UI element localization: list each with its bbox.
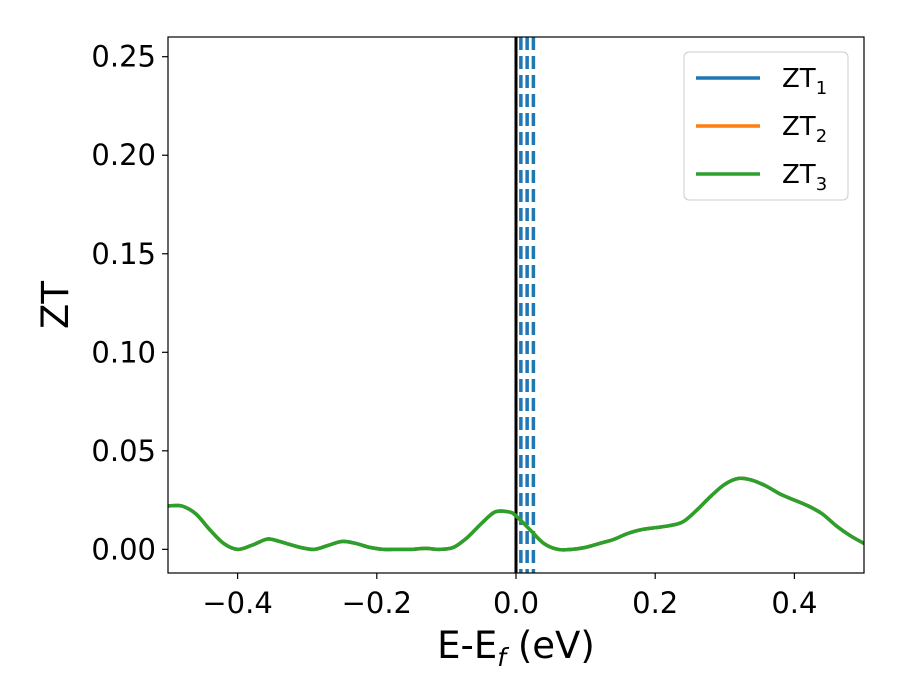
legend-box bbox=[683, 51, 849, 201]
x-tick-label: 0.0 bbox=[493, 586, 539, 620]
legend: ZT1 ZT2 ZT3 bbox=[683, 51, 849, 201]
series-lines bbox=[168, 476, 864, 552]
y-tick-label: 0.25 bbox=[91, 40, 156, 74]
y-tick-label: 0.15 bbox=[91, 237, 156, 271]
y-tick-label: 0.05 bbox=[91, 434, 156, 468]
x-tick-label: −0.4 bbox=[202, 586, 272, 620]
vertical-lines bbox=[514, 37, 536, 573]
y-axis-ticks: 0.00 0.05 0.10 0.15 0.20 0.25 bbox=[91, 40, 168, 566]
y-axis-label: ZT bbox=[34, 281, 77, 329]
legend-label-zt1: ZT1 bbox=[782, 64, 827, 99]
y-tick-label: 0.00 bbox=[91, 532, 156, 566]
x-axis-ticks: −0.4 −0.2 0.0 0.2 0.4 bbox=[202, 573, 817, 620]
series-line-zt3 bbox=[168, 476, 864, 552]
x-axis-label: E-Ef (eV) bbox=[437, 624, 595, 672]
legend-label-zt2: ZT2 bbox=[782, 112, 827, 147]
x-tick-label: −0.2 bbox=[342, 586, 412, 620]
x-tick-label: 0.4 bbox=[771, 586, 817, 620]
legend-label-zt3: ZT3 bbox=[782, 160, 827, 195]
x-tick-label: 0.2 bbox=[632, 586, 678, 620]
y-tick-label: 0.20 bbox=[91, 138, 156, 172]
y-tick-label: 0.10 bbox=[91, 335, 156, 369]
